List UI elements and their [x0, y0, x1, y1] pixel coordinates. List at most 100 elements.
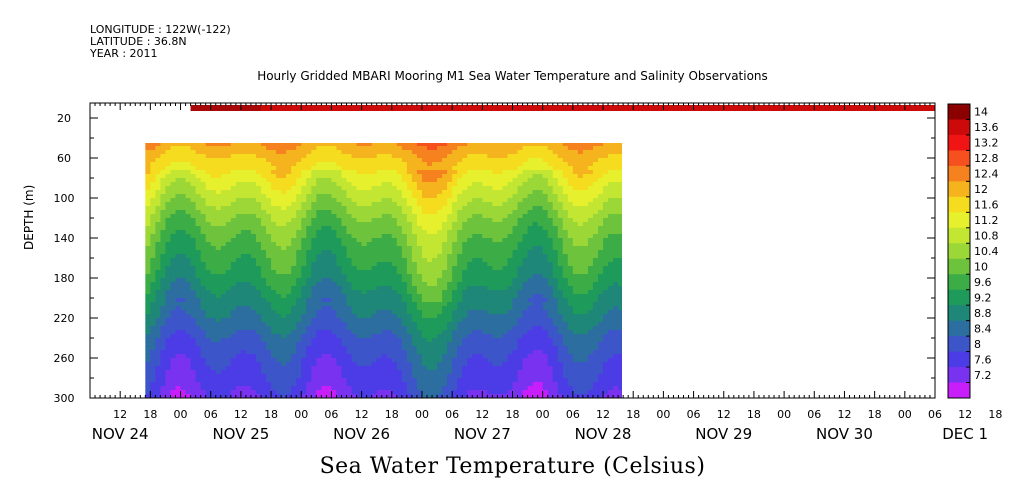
heatmap-cell — [467, 358, 473, 363]
heatmap-cell — [175, 282, 182, 287]
heatmap-cell — [371, 278, 378, 283]
heatmap-cell — [326, 254, 333, 259]
heatmap-cell — [165, 354, 172, 359]
heatmap-cell — [240, 318, 247, 323]
heatmap-cell — [150, 298, 156, 303]
heatmap-cell — [482, 246, 488, 251]
heatmap-cell — [170, 182, 177, 187]
heatmap-cell — [482, 186, 488, 191]
heatmap-cell — [462, 390, 468, 395]
heatmap-cell — [240, 394, 247, 398]
heatmap-cell — [381, 226, 388, 231]
heatmap-cell — [271, 210, 277, 215]
heatmap-cell — [321, 370, 327, 375]
heatmap-cell — [215, 143, 222, 147]
heatmap-cell — [155, 310, 162, 315]
heatmap-cell — [220, 306, 227, 311]
heatmap-cell — [406, 146, 413, 151]
heatmap-cell — [416, 390, 423, 395]
heatmap-cell — [205, 190, 212, 195]
heatmap-cell — [321, 158, 327, 163]
heatmap-cell — [472, 298, 478, 303]
heatmap-cell — [351, 170, 358, 175]
heatmap-cell — [371, 230, 378, 235]
heatmap-cell — [220, 286, 227, 291]
heatmap-cell — [145, 342, 151, 347]
heatmap-cell — [245, 314, 252, 319]
heatmap-cell — [180, 146, 187, 151]
heatmap-cell — [396, 174, 403, 179]
heatmap-cell — [301, 242, 307, 247]
heatmap-cell — [366, 378, 373, 383]
heatmap-cell — [145, 198, 151, 203]
heatmap-cell — [517, 230, 524, 235]
heatmap-cell — [261, 226, 267, 231]
heatmap-cell — [437, 390, 443, 395]
heatmap-cell — [261, 362, 267, 367]
heatmap-cell — [381, 178, 388, 183]
heatmap-cell — [296, 218, 302, 223]
heatmap-cell — [432, 202, 438, 207]
heatmap-cell — [220, 166, 227, 171]
heatmap-cell — [245, 166, 252, 171]
heatmap-cell — [512, 154, 519, 159]
heatmap-cell — [452, 250, 458, 255]
heatmap-cell — [442, 230, 448, 235]
heatmap-cell — [457, 306, 463, 311]
heatmap-cell — [371, 346, 378, 351]
heatmap-cell — [210, 242, 217, 247]
heatmap-cell — [492, 278, 499, 283]
heatmap-cell — [165, 146, 172, 151]
heatmap-cell — [220, 298, 227, 303]
heatmap-cell — [442, 334, 448, 339]
heatmap-cell — [180, 198, 187, 203]
heatmap-cell — [336, 370, 343, 375]
heatmap-cell — [225, 182, 232, 187]
heatmap-cell — [210, 382, 217, 387]
heatmap-cell — [200, 378, 207, 383]
heatmap-cell — [426, 262, 433, 267]
heatmap-cell — [386, 306, 393, 311]
heatmap-cell — [386, 174, 393, 179]
heatmap-cell — [396, 286, 403, 291]
heatmap-cell — [220, 234, 227, 239]
heatmap-cell — [416, 202, 423, 207]
heatmap-cell — [281, 346, 287, 351]
heatmap-cell — [235, 150, 242, 155]
heatmap-cell — [512, 254, 519, 259]
heatmap-cell — [336, 274, 343, 279]
heatmap-cell — [376, 318, 383, 323]
heatmap-cell — [487, 294, 493, 299]
heatmap-cell — [316, 202, 322, 207]
heatmap-cell — [250, 346, 257, 351]
heatmap-cell — [266, 258, 272, 263]
heatmap-cell — [155, 290, 162, 295]
heatmap-cell — [291, 170, 297, 175]
heatmap-cell — [426, 350, 433, 355]
heatmap-cell — [426, 170, 433, 175]
heatmap-cell — [497, 230, 504, 235]
heatmap-cell — [527, 270, 534, 275]
heatmap-cell — [452, 262, 458, 267]
heatmap-cell — [351, 342, 358, 347]
heatmap-cell — [336, 290, 343, 295]
heatmap-cell — [457, 262, 463, 267]
heatmap-cell — [235, 218, 242, 223]
heatmap-cell — [296, 258, 302, 263]
heatmap-cell — [457, 374, 463, 379]
heatmap-cell — [527, 330, 534, 335]
heatmap-cell — [210, 238, 217, 243]
heatmap-cell — [235, 338, 242, 343]
heatmap-cell — [391, 382, 398, 387]
heatmap-cell — [517, 262, 524, 267]
heatmap-cell — [185, 290, 192, 295]
heatmap-cell — [276, 254, 282, 259]
heatmap-cell — [170, 374, 177, 379]
heatmap-cell — [261, 294, 267, 299]
heatmap-cell — [381, 242, 388, 247]
heatmap-cell — [371, 306, 378, 311]
heatmap-cell — [477, 150, 483, 155]
heatmap-cell — [245, 190, 252, 195]
heatmap-cell — [205, 282, 212, 287]
heatmap-cell — [160, 182, 167, 187]
